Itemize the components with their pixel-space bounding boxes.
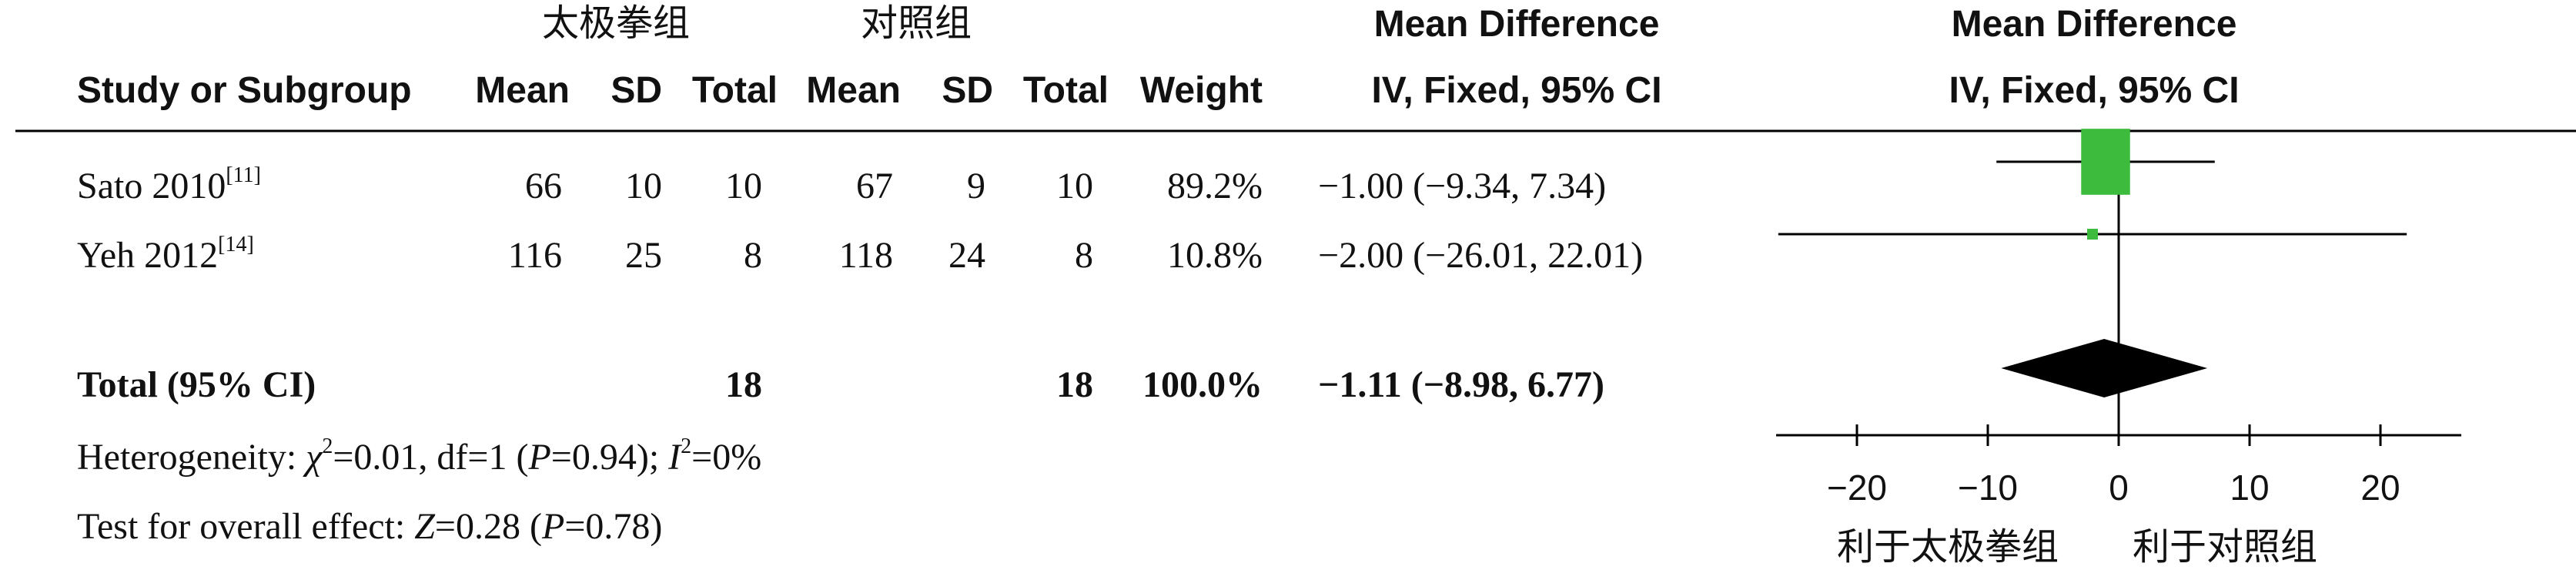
cell-total-exp: 8 (744, 235, 762, 276)
cell-total-ctrl: 10 (1056, 166, 1093, 206)
cell-sd-exp: 10 (625, 166, 662, 206)
total-label: Total (95% CI) (77, 364, 316, 405)
cell-mean-ctrl: 67 (856, 166, 893, 206)
group-header-taiji: 太极拳组 (541, 2, 690, 45)
cell-mean-ctrl: 118 (838, 235, 893, 276)
column-header-total-exp: Total (691, 70, 778, 111)
column-header-sd-exp: SD (611, 70, 662, 111)
cell-weight: 10.8% (1167, 235, 1263, 276)
overall-effect-text: Test for overall effect: Z=0.28 (P=0.78) (77, 506, 663, 547)
group-header-control: 对照组 (860, 2, 972, 45)
plot-method: IV, Fixed, 95% CI (1949, 70, 2240, 111)
cell-sd-exp: 25 (625, 235, 662, 276)
total-weight: 100.0% (1142, 364, 1263, 405)
column-header-mean-ctrl: Mean (806, 70, 901, 111)
cell-total-ctrl: 8 (1075, 235, 1093, 276)
cell-total-exp: 10 (725, 166, 762, 206)
favours-left-label: 利于太极拳组 (1836, 525, 2059, 568)
column-header-sd-ctrl: SD (942, 70, 993, 111)
plot-title: Mean Difference (1951, 4, 2237, 45)
cell-sd-ctrl: 9 (967, 166, 985, 206)
pooled-diamond (2001, 339, 2208, 397)
cell-ci: −2.00 (−26.01, 22.01) (1318, 235, 1644, 276)
column-header-total-ctrl: Total (1022, 70, 1109, 111)
x-tick-label: −20 (1826, 468, 1888, 508)
favours-right-label: 利于对照组 (2132, 525, 2317, 568)
total-ci: −1.11 (−8.98, 6.77) (1318, 364, 1605, 405)
study-weight-square (2087, 229, 2098, 240)
cell-mean-exp: 116 (507, 235, 562, 276)
cell-ci: −1.00 (−9.34, 7.34) (1318, 166, 1607, 206)
cell-weight: 89.2% (1167, 166, 1263, 206)
cell-sd-ctrl: 24 (948, 235, 985, 276)
x-tick-label: 10 (2230, 468, 2270, 508)
column-header-study: Study or Subgroup (77, 70, 412, 111)
study-weight-square (2081, 129, 2130, 195)
study-name-yeh: Yeh 2012[14] (77, 233, 254, 276)
column-header-weight: Weight (1139, 70, 1263, 111)
total-n-exp: 18 (725, 364, 762, 405)
x-tick-label: 20 (2360, 468, 2400, 508)
md-column-title: Mean Difference (1373, 4, 1660, 45)
x-tick-label: −10 (1957, 468, 2019, 508)
study-name-sato: Sato 2010[11] (77, 163, 261, 206)
md-column-method: IV, Fixed, 95% CI (1371, 70, 1662, 111)
cell-mean-exp: 66 (525, 166, 562, 206)
total-n-ctrl: 18 (1056, 364, 1093, 405)
x-tick-label: 0 (2109, 468, 2129, 508)
column-header-mean-exp: Mean (475, 70, 570, 111)
heterogeneity-text: Heterogeneity: χ2=0.01, df=1 (P=0.94); I… (77, 434, 762, 478)
